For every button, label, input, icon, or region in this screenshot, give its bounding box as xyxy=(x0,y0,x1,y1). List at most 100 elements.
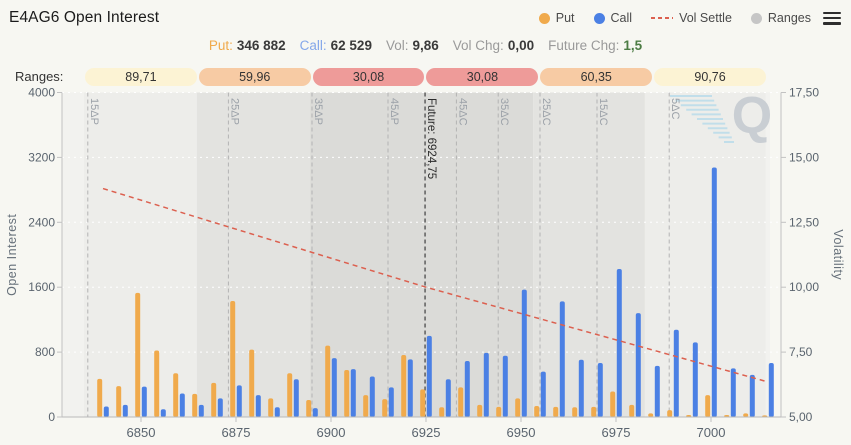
range-chip-4: 60,35 xyxy=(540,68,653,86)
y-tick-label-left: 3200 xyxy=(28,150,55,164)
call-bar-6935 xyxy=(464,361,470,417)
x-tick-label: 6850 xyxy=(127,425,156,440)
put-bar-6885 xyxy=(268,398,274,417)
put-bar-6930 xyxy=(439,407,445,417)
legend-item-call[interactable]: Call xyxy=(593,11,633,25)
call-bar-7005 xyxy=(730,368,736,417)
call-bar-7010 xyxy=(749,374,755,417)
range-chip-5: 90,76 xyxy=(654,68,766,86)
call-bar-6900 xyxy=(331,358,337,417)
stat-value: 1,5 xyxy=(623,38,643,53)
call-bar-6915 xyxy=(388,387,394,417)
ranges-marker-icon xyxy=(750,12,762,24)
call-bar-6990 xyxy=(673,329,679,417)
stat-vol-chg: Vol Chg: 0,00 xyxy=(453,38,534,53)
put-bar-6945 xyxy=(496,406,502,417)
x-tick-label: 6925 xyxy=(412,425,441,440)
put-bar-6905 xyxy=(344,369,350,417)
stats-row: Put: 346 882 Call: 62 529 Vol: 9,86 Vol Chg: 0,… xyxy=(0,38,851,53)
watermark-logo: Q xyxy=(732,87,772,145)
range-chip-value: 90,76 xyxy=(694,70,726,84)
delta-line-label: 5ΔC xyxy=(669,98,681,119)
page-title: E4AG6 Open Interest xyxy=(9,9,160,26)
put-bar-6880 xyxy=(249,349,255,417)
delta-line-label: 45ΔP xyxy=(388,98,400,125)
put-bar-6950 xyxy=(515,398,521,417)
stat-value: 9,86 xyxy=(412,38,439,53)
x-tick-label: 7000 xyxy=(697,425,726,440)
stat-label: Vol: xyxy=(385,38,409,53)
call-bar-6850 xyxy=(141,386,147,417)
call-bar-6880 xyxy=(255,395,261,417)
put-bar-6875 xyxy=(230,300,236,417)
call-bar-6845 xyxy=(122,404,128,417)
plot-margin-right xyxy=(765,92,770,417)
range-chip-value: 30,08 xyxy=(466,70,499,84)
legend-label: Put xyxy=(555,11,575,25)
range-band-5 xyxy=(644,92,766,417)
range-chip-2: 30,08 xyxy=(312,68,425,86)
legend-item-vol-settle[interactable]: Vol Settle xyxy=(651,11,732,25)
x-tick-label: 6950 xyxy=(507,425,536,440)
put-bar-6990 xyxy=(667,410,673,417)
call-marker-icon xyxy=(593,12,605,24)
x-tick-label: 6875 xyxy=(222,425,251,440)
stat-vol: Vol: 9,86 xyxy=(386,38,439,53)
call-bar-6965 xyxy=(578,359,584,417)
ranges-label: Ranges: xyxy=(15,69,64,84)
call-bar-6855 xyxy=(160,409,166,417)
menu-icon[interactable] xyxy=(823,11,841,25)
stat-future-chg: Future Chg: 1,5 xyxy=(548,38,642,53)
stat-label: Vol Chg: xyxy=(452,38,504,53)
legend-label: Call xyxy=(610,11,633,25)
call-bar-6980 xyxy=(635,313,641,417)
open-interest-chart[interactable]: Q 15ΔP 25ΔP 35ΔP 45ΔP 45ΔC 35ΔC 25ΔC 15ΔC 5ΔC Futu… xyxy=(0,86,851,445)
call-bar-6875 xyxy=(236,385,242,417)
stat-put: Put: 346 882 xyxy=(209,38,286,53)
y-axis-title-right: Volatility xyxy=(831,229,845,280)
put-bar-6980 xyxy=(629,404,635,417)
put-bar-6940 xyxy=(477,404,483,417)
y-tick-label-left: 4000 xyxy=(28,86,55,100)
delta-line-label: 15ΔP xyxy=(88,98,100,125)
put-bar-6925 xyxy=(420,389,426,417)
delta-line-label: 45ΔC xyxy=(456,98,468,126)
stat-call: Call: 62 529 xyxy=(300,38,372,53)
put-bar-7010 xyxy=(743,413,749,417)
range-chip-value: 60,35 xyxy=(580,70,612,84)
range-chip-value: 89,71 xyxy=(125,70,157,84)
y-tick-label-right: 12,50 xyxy=(789,215,819,229)
call-bar-6970 xyxy=(597,363,603,417)
call-bar-6890 xyxy=(293,379,299,417)
x-tick-label: 6975 xyxy=(602,425,631,440)
put-bar-6865 xyxy=(192,393,198,417)
call-bar-7015 xyxy=(768,363,774,417)
put-bar-6985 xyxy=(648,413,654,417)
put-bar-6915 xyxy=(382,399,388,417)
call-bar-6865 xyxy=(198,404,204,417)
delta-line-label: 35ΔC xyxy=(498,98,510,126)
call-bar-6930 xyxy=(445,379,451,417)
call-bar-6960 xyxy=(559,301,565,417)
ranges-chips: 89,71 59,96 30,08 30,08 60,35 90,76 xyxy=(85,68,766,86)
legend-item-ranges[interactable]: Ranges xyxy=(750,11,811,25)
y-axis-title-left: Open Interest xyxy=(5,214,19,296)
put-bar-6870 xyxy=(211,382,217,417)
put-bar-7000 xyxy=(705,395,711,417)
range-chip-0: 89,71 xyxy=(85,68,197,86)
legend-label: Ranges xyxy=(767,11,811,25)
vol-settle-line xyxy=(102,187,769,383)
put-bar-6995 xyxy=(686,414,692,417)
put-bar-6840 xyxy=(97,378,103,417)
put-bar-6890 xyxy=(287,373,293,417)
y-tick-label-left: 0 xyxy=(48,410,55,424)
header: E4AG6 Open Interest Put Call Vol Settle Ran… xyxy=(0,0,851,36)
range-band-3 xyxy=(421,92,534,417)
stat-label: Put: xyxy=(208,38,233,53)
legend-item-put[interactable]: Put xyxy=(538,11,575,25)
put-bar-6955 xyxy=(534,406,540,417)
delta-line-label: 25ΔP xyxy=(228,98,240,125)
call-bar-6995 xyxy=(692,342,698,417)
stat-value: 0,00 xyxy=(507,38,535,53)
put-bar-6975 xyxy=(610,391,616,417)
